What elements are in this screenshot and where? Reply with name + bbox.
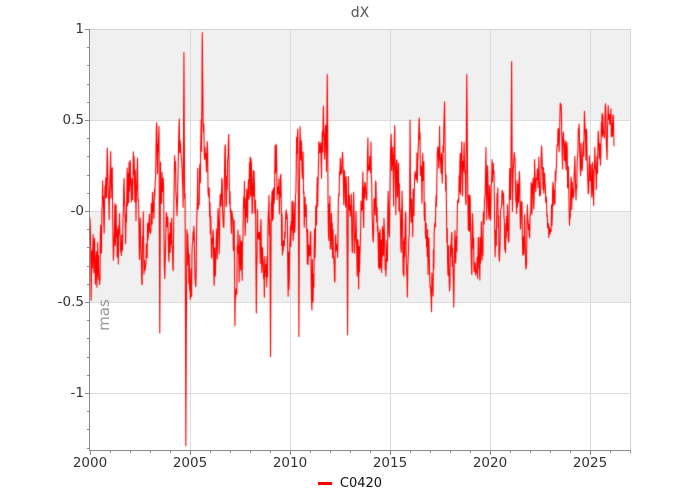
x-tick	[290, 450, 291, 455]
x-tick	[110, 450, 111, 453]
x-tick	[370, 450, 371, 453]
y-tick	[87, 448, 90, 449]
y-tick	[87, 175, 90, 176]
y-tick	[87, 65, 90, 66]
y-tick	[87, 84, 90, 85]
y-tick	[87, 156, 90, 157]
x-tick-label: 2005	[172, 455, 208, 471]
x-tick-label: 2010	[272, 455, 308, 471]
x-tick	[150, 450, 151, 453]
x-tick	[390, 450, 391, 455]
y-tick	[87, 429, 90, 430]
y-tick-label: -0.5	[57, 294, 84, 310]
plot-area	[90, 29, 630, 450]
x-tick	[510, 450, 511, 453]
y-tick-label: 0.5	[62, 112, 84, 128]
y-tick	[85, 302, 90, 303]
x-tick	[590, 450, 591, 455]
x-tick	[130, 450, 131, 453]
x-tick	[230, 450, 231, 453]
legend-label: C0420	[339, 476, 383, 491]
x-tick	[470, 450, 471, 453]
chart-title: dX	[350, 5, 370, 21]
x-tick	[170, 450, 171, 453]
x-tick	[430, 450, 431, 453]
y-axis-line	[89, 29, 90, 451]
x-tick	[530, 450, 531, 453]
plot-border-top	[90, 29, 631, 30]
x-tick-label: 2025	[572, 455, 608, 471]
y-tick	[87, 229, 90, 230]
x-tick-label: 2000	[72, 455, 108, 471]
x-tick	[610, 450, 611, 453]
y-tick-label: -0	[70, 203, 84, 219]
x-tick	[250, 450, 251, 453]
x-tick	[570, 450, 571, 453]
y-tick-label: -1	[70, 385, 84, 401]
x-tick-label: 2020	[472, 455, 508, 471]
y-tick	[85, 29, 90, 30]
x-tick-label: 2015	[372, 455, 408, 471]
y-tick	[87, 102, 90, 103]
series-canvas	[90, 29, 630, 450]
x-tick	[190, 450, 191, 455]
x-tick	[90, 450, 91, 455]
y-tick	[87, 247, 90, 248]
x-tick	[350, 450, 351, 453]
y-tick	[87, 411, 90, 412]
y-tick	[85, 393, 90, 394]
y-tick	[87, 320, 90, 321]
plot-border-right	[630, 29, 631, 450]
x-tick	[410, 450, 411, 453]
y-tick	[87, 138, 90, 139]
x-tick	[630, 450, 631, 453]
y-tick	[87, 375, 90, 376]
y-tick	[87, 284, 90, 285]
x-tick	[450, 450, 451, 453]
y-tick	[85, 120, 90, 121]
x-tick	[270, 450, 271, 453]
y-tick-label: 1	[75, 21, 84, 37]
x-tick	[330, 450, 331, 453]
x-tick	[490, 450, 491, 455]
y-tick	[87, 266, 90, 267]
x-axis-line	[89, 450, 631, 451]
x-tick	[550, 450, 551, 453]
y-axis-unit-label: mas	[95, 299, 113, 331]
legend-line-swatch	[317, 482, 332, 485]
y-tick	[87, 338, 90, 339]
y-tick	[87, 357, 90, 358]
y-tick	[87, 193, 90, 194]
y-tick	[87, 47, 90, 48]
y-tick	[85, 211, 90, 212]
x-tick	[310, 450, 311, 453]
legend: C0420	[0, 476, 700, 491]
x-tick	[210, 450, 211, 453]
